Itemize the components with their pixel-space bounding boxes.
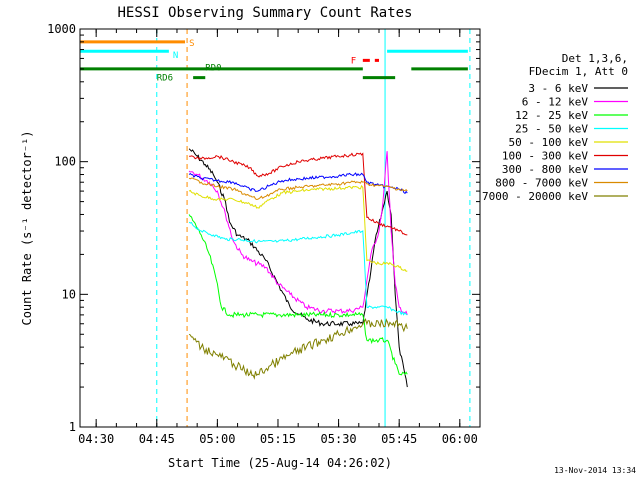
legend-header-1: FDecim 1, Att 0 xyxy=(529,65,628,78)
series-line-0 xyxy=(188,148,408,388)
series-line-2 xyxy=(188,214,408,376)
x-tick-label-1: 04:45 xyxy=(139,432,175,446)
plot-frame xyxy=(79,28,481,428)
x-tick-label-5: 05:45 xyxy=(381,432,417,446)
y-axis-label: Count Rate (s⁻¹ detector⁻¹) xyxy=(20,130,34,325)
y-tick-label-1: 10 xyxy=(62,287,76,301)
series-line-6 xyxy=(188,172,408,195)
flag-label-rd6: RD6 xyxy=(157,73,173,83)
series-line-3 xyxy=(188,221,408,316)
legend-label-8: 7000 - 20000 keV xyxy=(482,190,588,203)
legend-label-2: 12 - 25 keV xyxy=(515,109,588,122)
flag-label-rd0: RD0 xyxy=(205,64,221,74)
legend-label-0: 3 - 6 keV xyxy=(528,82,588,95)
legend-label-6: 300 - 800 keV xyxy=(502,163,588,176)
series-line-7 xyxy=(188,177,408,201)
flag-label-f: F xyxy=(351,56,356,66)
flag-label-s: S xyxy=(189,39,194,49)
legend-label-5: 100 - 300 keV xyxy=(502,150,588,163)
flag-label-n: N xyxy=(173,51,178,61)
chart-title: HESSI Observing Summary Count Rates xyxy=(117,5,412,21)
series-line-4 xyxy=(188,184,408,272)
y-tick-label-2: 100 xyxy=(54,155,76,169)
legend-label-7: 800 - 7000 keV xyxy=(495,177,588,190)
x-axis-label: Start Time (25-Aug-14 04:26:02) xyxy=(168,456,392,470)
footer-timestamp: 13-Nov-2014 13:34 xyxy=(554,466,636,475)
series-line-1 xyxy=(188,151,408,316)
legend-label-4: 50 - 100 keV xyxy=(509,136,589,149)
y-tick-label-0: 1 xyxy=(69,420,76,434)
legend-label-1: 6 - 12 keV xyxy=(522,96,589,109)
y-tick-label-3: 1000 xyxy=(47,22,76,36)
x-tick-label-4: 05:30 xyxy=(321,432,357,446)
x-tick-label-6: 06:00 xyxy=(442,432,478,446)
series-line-5 xyxy=(189,152,408,236)
legend-label-3: 25 - 50 keV xyxy=(515,123,588,136)
x-tick-label-0: 04:30 xyxy=(78,432,114,446)
x-tick-label-2: 05:00 xyxy=(199,432,235,446)
legend-header-0: Det 1,3,6, xyxy=(562,52,628,65)
series-line-8 xyxy=(188,318,408,380)
x-tick-label-3: 05:15 xyxy=(260,432,296,446)
